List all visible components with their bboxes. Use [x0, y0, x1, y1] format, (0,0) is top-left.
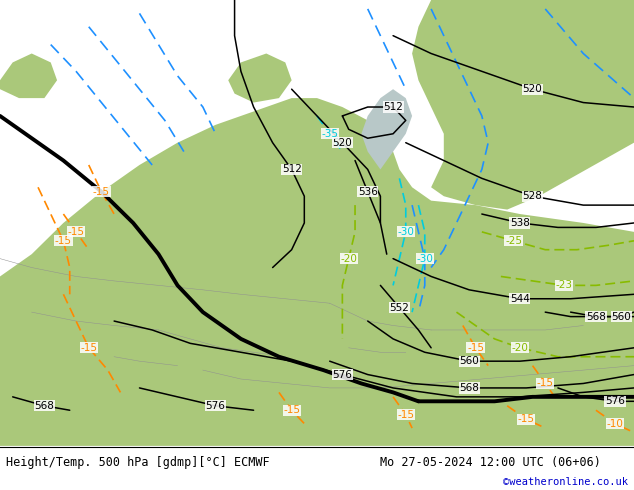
- Text: 520: 520: [522, 84, 543, 94]
- Text: 568: 568: [586, 312, 606, 321]
- Text: ©weatheronline.co.uk: ©weatheronline.co.uk: [503, 477, 628, 487]
- Text: -15: -15: [398, 410, 414, 420]
- Text: 520: 520: [332, 138, 353, 147]
- Text: 552: 552: [389, 303, 410, 313]
- Text: Mo 27-05-2024 12:00 UTC (06+06): Mo 27-05-2024 12:00 UTC (06+06): [380, 456, 601, 469]
- Text: 536: 536: [358, 187, 378, 197]
- Text: Height/Temp. 500 hPa [gdmp][°C] ECMWF: Height/Temp. 500 hPa [gdmp][°C] ECMWF: [6, 456, 270, 469]
- Ellipse shape: [0, 392, 76, 437]
- Polygon shape: [361, 89, 412, 170]
- Text: -15: -15: [81, 343, 97, 353]
- Text: -15: -15: [467, 343, 484, 353]
- Text: -30: -30: [417, 254, 433, 264]
- Text: 512: 512: [383, 102, 403, 112]
- Text: 568: 568: [34, 401, 55, 411]
- Text: -15: -15: [537, 378, 553, 389]
- Text: -15: -15: [93, 187, 110, 197]
- Text: -15: -15: [68, 227, 84, 237]
- Text: -15: -15: [518, 414, 534, 424]
- Text: 512: 512: [281, 165, 302, 174]
- Polygon shape: [412, 0, 634, 210]
- Text: 538: 538: [510, 218, 530, 228]
- Text: 576: 576: [332, 369, 353, 380]
- Text: -30: -30: [398, 227, 414, 237]
- Text: 528: 528: [522, 191, 543, 201]
- Text: 560: 560: [611, 312, 631, 321]
- Text: -35: -35: [321, 129, 338, 139]
- Text: -15: -15: [283, 405, 300, 415]
- Text: 560: 560: [459, 356, 479, 366]
- Text: 544: 544: [510, 294, 530, 304]
- Text: 568: 568: [459, 383, 479, 393]
- Text: -15: -15: [55, 236, 72, 246]
- Text: -20: -20: [512, 343, 528, 353]
- Text: -25: -25: [505, 236, 522, 246]
- Polygon shape: [0, 98, 634, 446]
- Text: -23: -23: [556, 280, 573, 291]
- Polygon shape: [0, 53, 57, 98]
- Polygon shape: [228, 53, 292, 102]
- Text: 576: 576: [205, 401, 226, 411]
- Text: -20: -20: [340, 254, 357, 264]
- Text: -10: -10: [607, 418, 623, 429]
- Text: 576: 576: [605, 396, 625, 406]
